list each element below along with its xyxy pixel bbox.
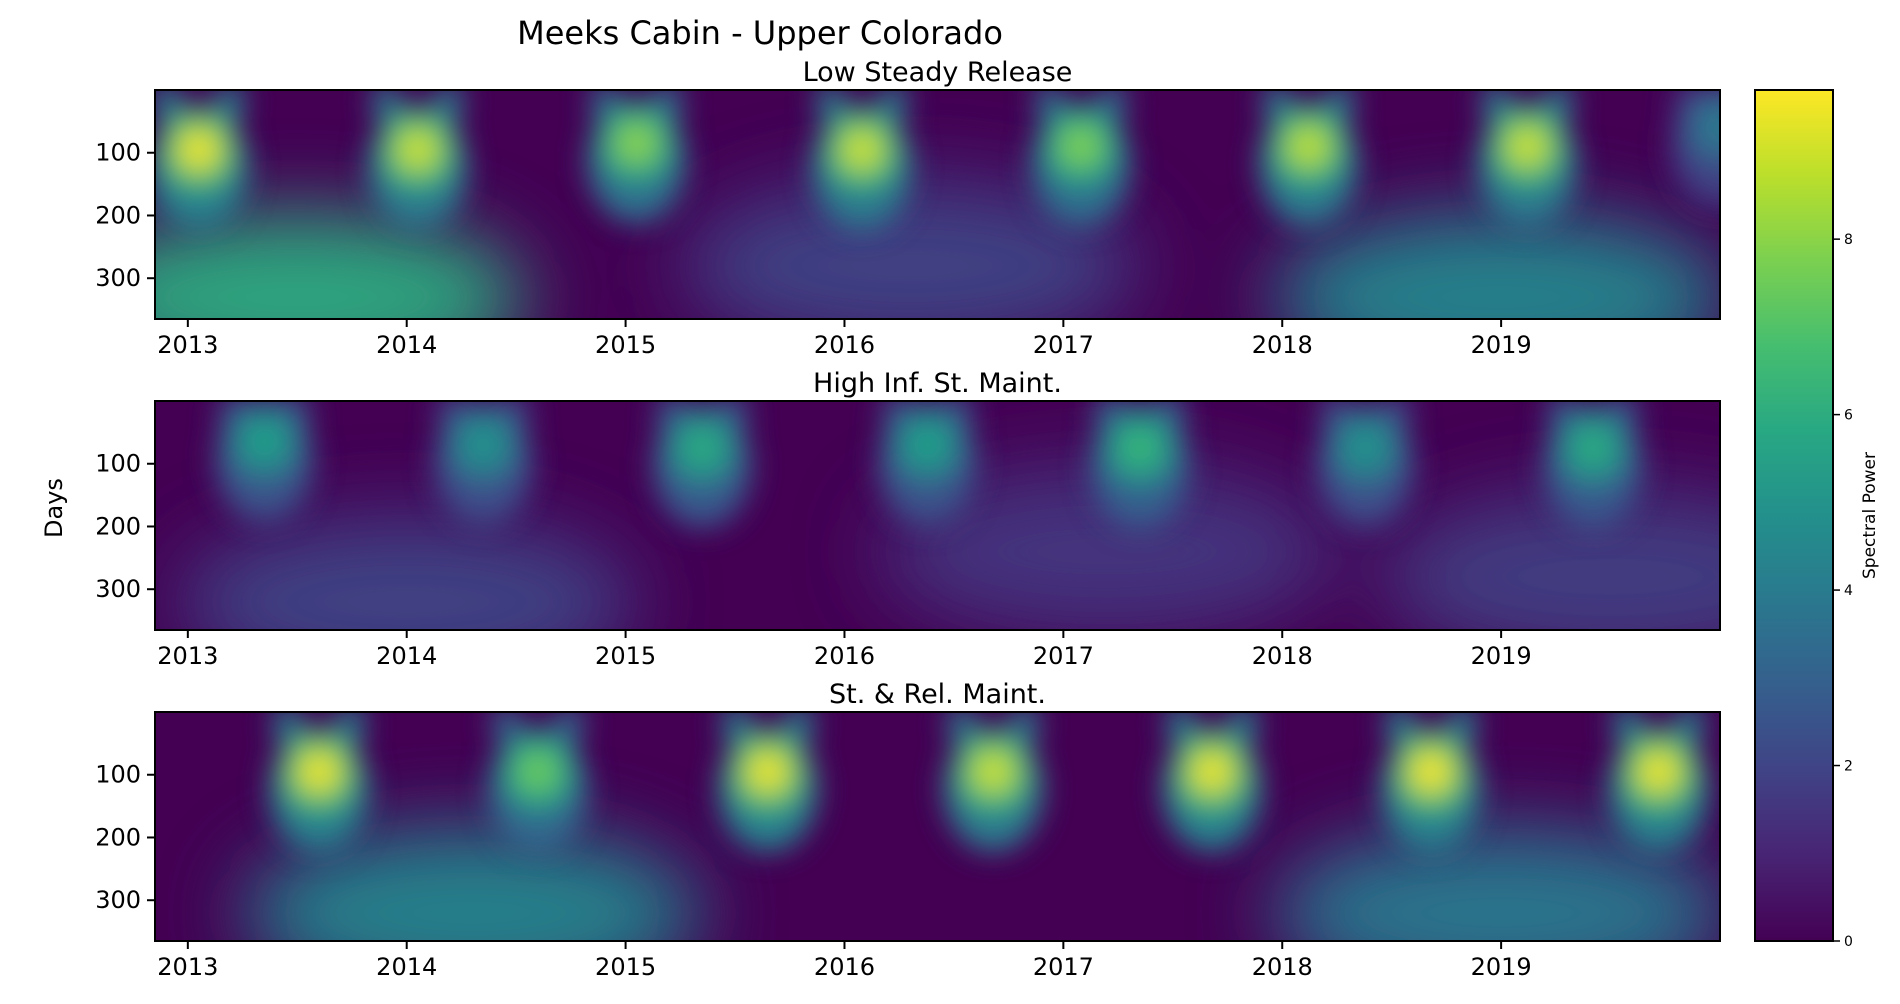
- panel-frame: [154, 89, 1721, 320]
- low-frequency-band: [176, 516, 637, 630]
- heatmap-panel: Low Steady Release 2013 2014 2015 2016 2017 20…: [95, 57, 1721, 359]
- colorbar: 0 2 4 6 8 Spectral Power: [1754, 89, 1880, 950]
- annual-peak: [269, 712, 370, 852]
- y-tick-label: 100: [95, 450, 141, 478]
- low-frequency-band: [242, 827, 703, 941]
- x-tick-label: 2013: [157, 642, 218, 670]
- annual-peak: [652, 401, 753, 529]
- colorbar-label: Spectral Power: [1860, 452, 1880, 579]
- colorbar-tick-label: 6: [1844, 408, 1853, 424]
- annual-peak: [717, 712, 818, 852]
- x-tick-label: 2015: [595, 953, 656, 981]
- y-tick-label: 100: [95, 761, 141, 789]
- y-tick-label: 200: [95, 512, 141, 540]
- y-tick-label: 300: [95, 886, 141, 914]
- x-tick-label: 2014: [376, 331, 437, 359]
- heatmap-panel: High Inf. St. Maint. 2013 2014 2015 2016 2017…: [95, 368, 1721, 670]
- low-frequency-band: [155, 212, 528, 319]
- annual-peak: [214, 401, 315, 522]
- x-tick-label: 2013: [157, 331, 218, 359]
- annual-peak: [1543, 401, 1644, 529]
- x-tick-label: 2018: [1252, 953, 1313, 981]
- x-tick-label: 2017: [1033, 642, 1094, 670]
- x-tick-label: 2015: [595, 642, 656, 670]
- low-frequency-band: [1271, 212, 1720, 319]
- colorbar-tick-label: 0: [1844, 934, 1853, 950]
- annual-peak: [155, 90, 249, 230]
- x-tick-label: 2015: [595, 331, 656, 359]
- colorbar-tick-label: 8: [1844, 232, 1853, 248]
- panel-title: High Inf. St. Maint.: [813, 368, 1062, 399]
- y-tick-label: 300: [95, 264, 141, 292]
- x-tick-label: 2016: [814, 331, 875, 359]
- x-tick-label: 2017: [1033, 331, 1094, 359]
- annual-peak: [877, 401, 978, 525]
- annual-peak: [1670, 90, 1720, 208]
- annual-peak: [586, 90, 687, 224]
- heatmap-panels: Low Steady Release 2013 2014 2015 2016 2017 20…: [95, 57, 1721, 981]
- x-tick-label: 2019: [1471, 331, 1532, 359]
- annual-peak: [433, 401, 534, 525]
- x-tick-label: 2016: [814, 953, 875, 981]
- y-axis-label: Days: [40, 478, 68, 538]
- annual-peak: [943, 712, 1044, 852]
- y-tick-label: 100: [95, 139, 141, 167]
- x-tick-label: 2019: [1471, 642, 1532, 670]
- x-tick-label: 2014: [376, 642, 437, 670]
- x-tick-label: 2018: [1252, 642, 1313, 670]
- annual-peak: [488, 712, 589, 852]
- annual-peak: [1608, 712, 1709, 852]
- panel-title: Low Steady Release: [803, 57, 1073, 88]
- low-frequency-band: [1380, 491, 1720, 630]
- heatmap-panel: St. & Rel. Maint. 2013 2014 2015 2016 2017 201…: [95, 679, 1721, 981]
- annual-peak: [1477, 90, 1578, 227]
- low-frequency-band: [877, 466, 1338, 630]
- x-tick-label: 2019: [1471, 953, 1532, 981]
- x-tick-label: 2014: [376, 953, 437, 981]
- annual-peak: [1258, 90, 1359, 227]
- annual-peak: [1089, 401, 1190, 529]
- colorbar-tick-label: 2: [1844, 759, 1853, 775]
- x-tick-label: 2018: [1252, 331, 1313, 359]
- annual-peak: [1162, 712, 1263, 852]
- y-tick-label: 300: [95, 575, 141, 603]
- colorbar-gradient: [1754, 89, 1834, 942]
- low-frequency-band: [1271, 827, 1720, 941]
- y-tick-label: 200: [95, 201, 141, 229]
- panel-title: St. & Rel. Maint.: [829, 679, 1046, 710]
- y-tick-label: 200: [95, 823, 141, 851]
- annual-peak: [1030, 90, 1131, 227]
- figure-title: Meeks Cabin - Upper Colorado: [517, 14, 1003, 52]
- annual-peak: [367, 90, 468, 230]
- annual-peak: [1315, 401, 1416, 529]
- low-frequency-band: [680, 180, 1141, 319]
- panel-frame: [154, 400, 1721, 631]
- colorbar-tick-label: 4: [1844, 583, 1853, 599]
- panel-frame: [154, 711, 1721, 942]
- annual-peak: [811, 90, 912, 230]
- x-tick-label: 2013: [157, 953, 218, 981]
- x-tick-label: 2016: [814, 642, 875, 670]
- x-tick-label: 2017: [1033, 953, 1094, 981]
- annual-peak: [1381, 712, 1482, 852]
